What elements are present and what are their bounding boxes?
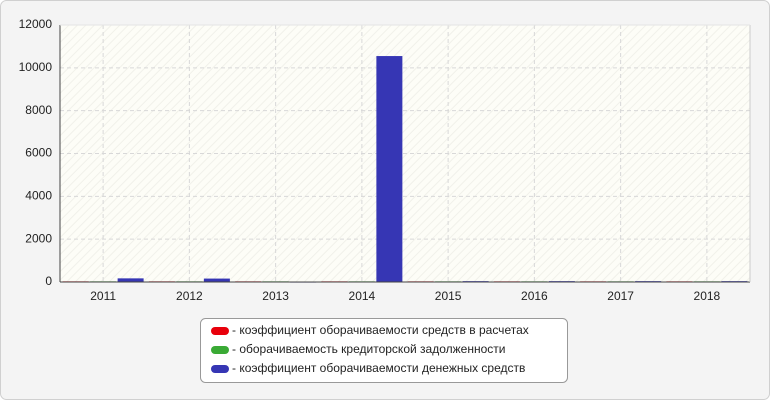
x-tick-label: 2015	[435, 289, 462, 303]
y-tick-label: 10000	[19, 60, 53, 74]
x-tick-label: 2016	[521, 289, 548, 303]
legend-swatch	[211, 346, 229, 354]
x-tick-label: 2012	[176, 289, 203, 303]
y-tick-label: 4000	[25, 189, 52, 203]
y-tick-label: 6000	[25, 146, 52, 160]
legend-label: - коэффициент оборачиваемости средств в …	[232, 323, 529, 337]
y-tick-label: 8000	[25, 103, 52, 117]
legend-swatch	[211, 365, 229, 373]
bar	[117, 278, 144, 282]
x-tick-label: 2018	[694, 289, 721, 303]
y-tick-label: 0	[45, 274, 52, 288]
legend-label: - оборачиваемость кредиторской задолженн…	[232, 342, 505, 356]
y-tick-label: 2000	[25, 231, 52, 245]
x-tick-label: 2011	[90, 289, 116, 303]
y-tick-label: 12000	[19, 17, 53, 31]
bar	[376, 56, 403, 282]
x-tick-label: 2014	[349, 289, 376, 303]
legend-swatch	[211, 327, 229, 335]
bar	[203, 278, 230, 282]
x-tick-label: 2013	[262, 289, 289, 303]
legend-label: - коэффициент оборачиваемости денежных с…	[232, 361, 525, 375]
x-tick-label: 2017	[607, 289, 634, 303]
legend	[200, 318, 568, 383]
